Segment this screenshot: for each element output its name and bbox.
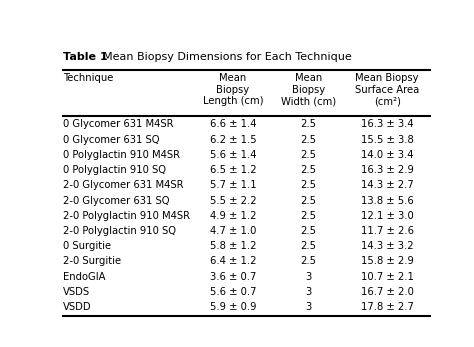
Text: Mean Biopsy Dimensions for Each Technique: Mean Biopsy Dimensions for Each Techniqu… (96, 52, 352, 62)
Text: 3: 3 (305, 302, 311, 312)
Text: VSDD: VSDD (63, 302, 91, 312)
Text: 2.5: 2.5 (300, 135, 316, 145)
Text: 15.8 ± 2.9: 15.8 ± 2.9 (361, 256, 413, 266)
Text: 3: 3 (305, 287, 311, 297)
Text: 2.5: 2.5 (300, 195, 316, 205)
Text: 14.0 ± 3.4: 14.0 ± 3.4 (361, 150, 413, 160)
Text: 14.3 ± 2.7: 14.3 ± 2.7 (361, 180, 413, 190)
Text: 0 Polyglactin 910 M4SR: 0 Polyglactin 910 M4SR (63, 150, 180, 160)
Text: 0 Polyglactin 910 SQ: 0 Polyglactin 910 SQ (63, 165, 166, 175)
Text: 4.9 ± 1.2: 4.9 ± 1.2 (210, 211, 256, 221)
Text: 6.6 ± 1.4: 6.6 ± 1.4 (210, 119, 256, 129)
Text: 3.6 ± 0.7: 3.6 ± 0.7 (210, 272, 256, 282)
Text: 5.8 ± 1.2: 5.8 ± 1.2 (210, 241, 256, 251)
Text: 16.7 ± 2.0: 16.7 ± 2.0 (361, 287, 413, 297)
Text: 11.7 ± 2.6: 11.7 ± 2.6 (361, 226, 414, 236)
Text: 3: 3 (305, 272, 311, 282)
Text: 5.5 ± 2.2: 5.5 ± 2.2 (210, 195, 256, 205)
Text: 14.3 ± 3.2: 14.3 ± 3.2 (361, 241, 413, 251)
Text: 0 Surgitie: 0 Surgitie (63, 241, 111, 251)
Text: 2.5: 2.5 (300, 211, 316, 221)
Text: 15.5 ± 3.8: 15.5 ± 3.8 (361, 135, 413, 145)
Text: 2.5: 2.5 (300, 119, 316, 129)
Text: 2.5: 2.5 (300, 180, 316, 190)
Text: Table 1: Table 1 (63, 52, 108, 62)
Text: 2.5: 2.5 (300, 165, 316, 175)
Text: 2.5: 2.5 (300, 226, 316, 236)
Text: 2.5: 2.5 (300, 150, 316, 160)
Text: 6.4 ± 1.2: 6.4 ± 1.2 (210, 256, 256, 266)
Text: 10.7 ± 2.1: 10.7 ± 2.1 (361, 272, 413, 282)
Text: Mean
Biopsy
Length (cm): Mean Biopsy Length (cm) (202, 73, 263, 106)
Text: 16.3 ± 2.9: 16.3 ± 2.9 (361, 165, 413, 175)
Text: 5.6 ± 0.7: 5.6 ± 0.7 (210, 287, 256, 297)
Text: 5.9 ± 0.9: 5.9 ± 0.9 (210, 302, 256, 312)
Text: 17.8 ± 2.7: 17.8 ± 2.7 (361, 302, 413, 312)
Text: 0 Glycomer 631 M4SR: 0 Glycomer 631 M4SR (63, 119, 173, 129)
Text: 2-0 Surgitie: 2-0 Surgitie (63, 256, 121, 266)
Text: 2-0 Polyglactin 910 SQ: 2-0 Polyglactin 910 SQ (63, 226, 176, 236)
Text: 13.8 ± 5.6: 13.8 ± 5.6 (361, 195, 413, 205)
Text: Mean
Biopsy
Width (cm): Mean Biopsy Width (cm) (281, 73, 336, 106)
Text: 0 Glycomer 631 SQ: 0 Glycomer 631 SQ (63, 135, 159, 145)
Text: 2-0 Glycomer 631 SQ: 2-0 Glycomer 631 SQ (63, 195, 169, 205)
Text: 12.1 ± 3.0: 12.1 ± 3.0 (361, 211, 413, 221)
Text: 2.5: 2.5 (300, 256, 316, 266)
Text: 5.7 ± 1.1: 5.7 ± 1.1 (210, 180, 256, 190)
Text: 2-0 Polyglactin 910 M4SR: 2-0 Polyglactin 910 M4SR (63, 211, 190, 221)
Text: EndoGIA: EndoGIA (63, 272, 105, 282)
Text: 2-0 Glycomer 631 M4SR: 2-0 Glycomer 631 M4SR (63, 180, 183, 190)
Text: 5.6 ± 1.4: 5.6 ± 1.4 (210, 150, 256, 160)
Text: 6.5 ± 1.2: 6.5 ± 1.2 (210, 165, 256, 175)
Text: 2.5: 2.5 (300, 241, 316, 251)
Text: 4.7 ± 1.0: 4.7 ± 1.0 (210, 226, 256, 236)
Text: Technique: Technique (63, 73, 113, 83)
Text: 6.2 ± 1.5: 6.2 ± 1.5 (210, 135, 256, 145)
Text: Mean Biopsy
Surface Area
(cm²): Mean Biopsy Surface Area (cm²) (355, 73, 419, 106)
Text: VSDS: VSDS (63, 287, 90, 297)
Text: 16.3 ± 3.4: 16.3 ± 3.4 (361, 119, 413, 129)
